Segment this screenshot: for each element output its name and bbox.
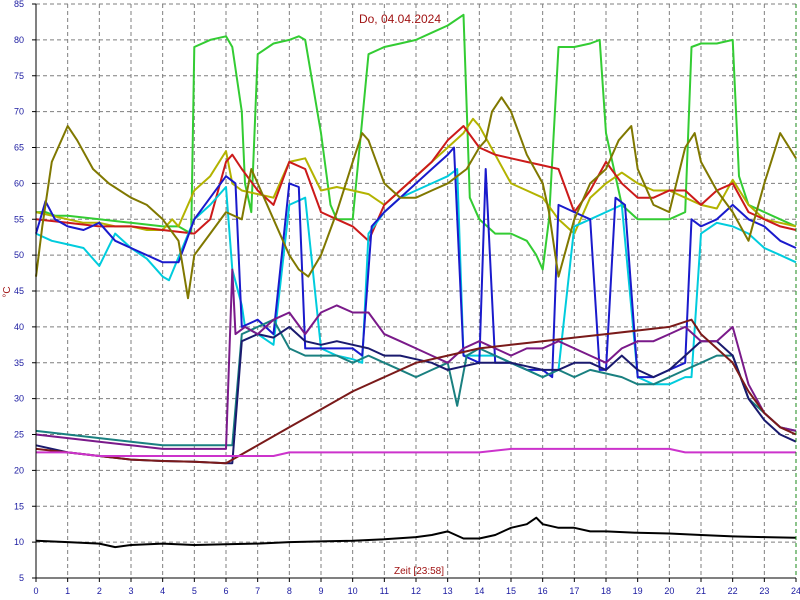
x-tick-label: 0: [33, 586, 38, 596]
y-tick-label: 80: [14, 35, 24, 45]
tick-labels: 0 1 2 3 4 5 6 7 8 9 10 11 12 13 14 15 16 17 18 19 20 21 22 23 24…: [14, 0, 800, 596]
series-line-11: [36, 447, 796, 457]
x-tick-label: 7: [255, 586, 260, 596]
series-line-4: [35, 168, 797, 386]
y-tick-label: 70: [14, 107, 24, 117]
x-tick-label: 5: [192, 586, 197, 596]
x-tick-label: 6: [223, 586, 228, 596]
x-tick-label: 21: [696, 586, 706, 596]
x-tick-label: 23: [759, 586, 769, 596]
x-tick-label: 3: [128, 586, 133, 596]
x-tick-label: 22: [728, 586, 738, 596]
y-tick-label: 45: [14, 286, 24, 296]
x-tick-label: 11: [380, 586, 389, 596]
x-tick-label: 14: [474, 586, 484, 596]
x-tick-label: 17: [569, 586, 579, 596]
y-tick-label: 40: [14, 322, 24, 332]
y-tick-label: 65: [14, 143, 24, 153]
axes: [32, 3, 797, 582]
series-line-3: [35, 125, 797, 242]
x-tick-label: 8: [287, 586, 292, 596]
series-line-1: [36, 13, 797, 271]
series-line-8: [35, 325, 797, 465]
series-lines: [35, 13, 797, 549]
x-axis-label: Zeit [23:58]: [394, 566, 444, 577]
x-tick-label: 18: [601, 586, 611, 596]
y-tick-label: 25: [14, 430, 24, 440]
x-tick-label: 19: [633, 586, 643, 596]
x-tick-label: 10: [348, 586, 358, 596]
x-tick-label: 1: [65, 586, 70, 596]
y-axis-label: °C: [2, 286, 13, 297]
x-tick-label: 16: [538, 586, 548, 596]
y-tick-label: 30: [14, 394, 24, 404]
y-tick-label: 75: [14, 71, 24, 81]
x-tick-label: 4: [160, 586, 165, 596]
x-tick-label: 12: [411, 586, 421, 596]
x-tick-label: 13: [443, 586, 453, 596]
y-tick-label: 5: [19, 573, 24, 583]
series-line-12: [35, 516, 797, 549]
grid: [36, 3, 796, 578]
y-tick-label: 35: [14, 358, 24, 368]
series-line-6: [35, 96, 797, 300]
y-tick-label: 55: [14, 214, 24, 224]
series-line-7: [35, 318, 797, 447]
y-tick-label: 20: [14, 465, 24, 475]
x-tick-label: 20: [664, 586, 674, 596]
x-tick-label: 2: [97, 586, 102, 596]
y-tick-label: 50: [14, 250, 24, 260]
y-tick-label: 10: [14, 537, 24, 547]
x-tick-label: 15: [506, 586, 516, 596]
x-tick-label: 9: [318, 586, 323, 596]
y-tick-label: 15: [14, 501, 24, 511]
x-tick-label: 24: [791, 586, 800, 596]
series-line-10: [35, 318, 797, 465]
chart-title: Do, 04.04.2024: [359, 12, 441, 26]
y-tick-label: 60: [14, 178, 24, 188]
series-line-9: [35, 268, 797, 450]
y-tick-label: 85: [14, 0, 24, 9]
